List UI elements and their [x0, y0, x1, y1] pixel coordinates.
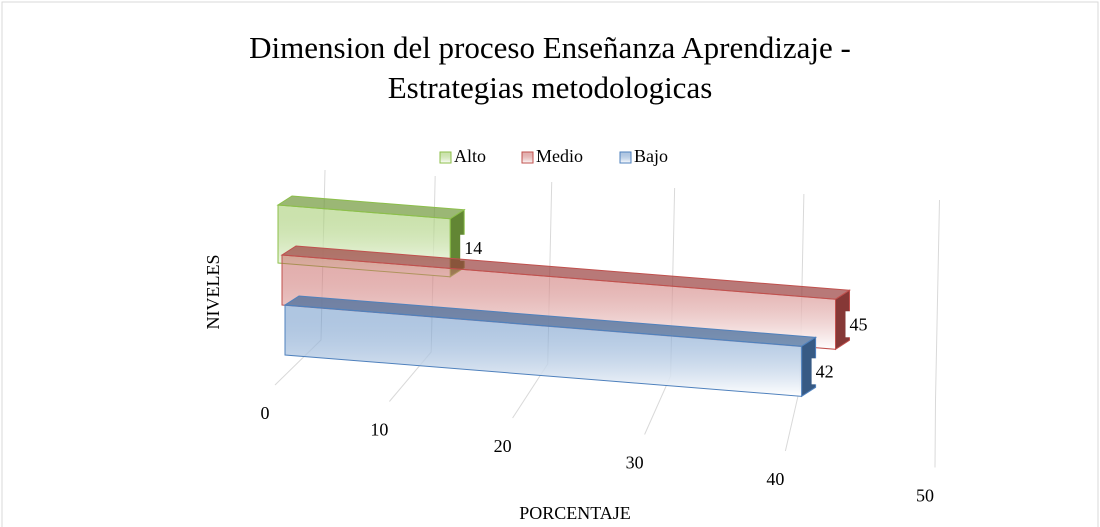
value-label-bg — [460, 234, 493, 261]
value-label-bg — [811, 358, 844, 385]
x-tick-label: 30 — [626, 453, 644, 473]
x-axis-label: PORCENTAJE — [519, 503, 631, 523]
x-tick-label: 50 — [916, 486, 934, 506]
x-tick-label: 40 — [766, 469, 784, 489]
legend-swatch — [439, 151, 452, 164]
value-label: 45 — [850, 314, 868, 334]
grid-line — [934, 199, 940, 468]
legend-label: Bajo — [634, 146, 668, 166]
y-axis-label: NIVELES — [203, 255, 223, 330]
x-tick-label: 20 — [494, 436, 512, 456]
legend-swatch — [521, 151, 534, 164]
legend-label: Alto — [454, 146, 486, 166]
bar-front — [281, 254, 836, 350]
title-box: Dimension del proceso Enseñanza Aprendiz… — [0, 28, 1100, 108]
value-label: 42 — [816, 361, 834, 381]
legend-label: Medio — [536, 146, 583, 166]
value-label-bg — [845, 311, 878, 338]
legend-swatch — [619, 151, 632, 164]
value-label: 14 — [464, 238, 482, 258]
x-tick-label: 0 — [261, 403, 270, 423]
legend-item: Alto — [439, 146, 486, 166]
bar — [280, 245, 852, 351]
bar — [283, 295, 818, 398]
x-tick-label: 10 — [370, 420, 388, 440]
legend-item: Bajo — [619, 146, 668, 166]
legend-item: Medio — [521, 146, 583, 166]
chart-title: Dimension del proceso Enseñanza Aprendiz… — [249, 30, 851, 105]
bar-front — [284, 304, 803, 397]
